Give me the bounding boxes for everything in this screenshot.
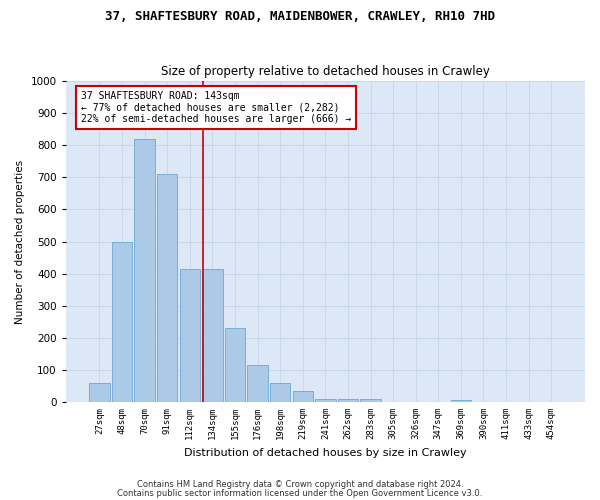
Bar (361, 399, 380, 402)
Bar (293, 392, 313, 402)
Bar (202, 269, 223, 402)
Bar (89, 383, 110, 402)
Bar (338, 399, 358, 402)
Text: Contains HM Land Registry data © Crown copyright and database right 2024.: Contains HM Land Registry data © Crown c… (137, 480, 463, 489)
Text: Contains public sector information licensed under the Open Government Licence v3: Contains public sector information licen… (118, 489, 482, 498)
Text: 37 SHAFTESBURY ROAD: 143sqm
← 77% of detached houses are smaller (2,282)
22% of : 37 SHAFTESBURY ROAD: 143sqm ← 77% of det… (81, 90, 352, 124)
Text: 37, SHAFTESBURY ROAD, MAIDENBOWER, CRAWLEY, RH10 7HD: 37, SHAFTESBURY ROAD, MAIDENBOWER, CRAWL… (105, 10, 495, 23)
Bar (225, 328, 245, 402)
X-axis label: Distribution of detached houses by size in Crawley: Distribution of detached houses by size … (184, 448, 467, 458)
Bar (134, 139, 155, 402)
Bar (179, 269, 200, 402)
Bar (451, 400, 471, 402)
Bar (112, 242, 132, 402)
Bar (247, 365, 268, 402)
Bar (157, 174, 178, 402)
Y-axis label: Number of detached properties: Number of detached properties (15, 160, 25, 324)
Bar (270, 383, 290, 402)
Bar (315, 399, 335, 402)
Title: Size of property relative to detached houses in Crawley: Size of property relative to detached ho… (161, 66, 490, 78)
